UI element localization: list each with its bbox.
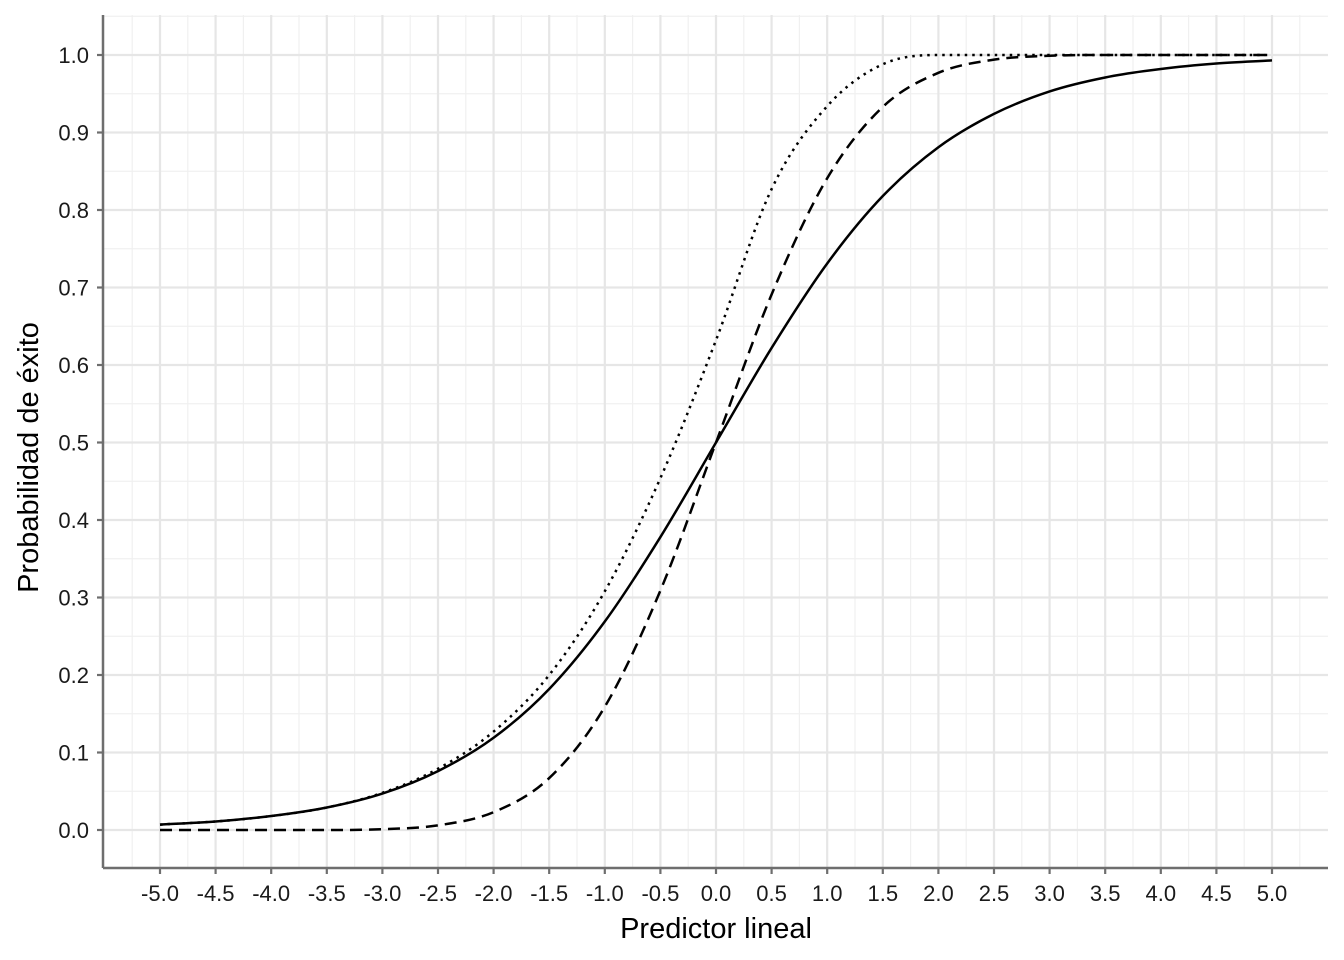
series-line-dotted xyxy=(159,53,1272,826)
y-tick-label: 0.9 xyxy=(58,121,89,146)
y-tick-label: 0.1 xyxy=(58,741,89,766)
x-tick-label: -3.5 xyxy=(308,881,346,906)
y-tick-label: 1.0 xyxy=(58,43,89,68)
x-tick-label: 0.0 xyxy=(701,881,732,906)
y-axis-ticks: 0.0 0.1 0.2 0.3 0.4 0.5 0.6 0.7 0.8 0.9 1.0 xyxy=(58,43,103,843)
y-tick-label: 0.8 xyxy=(58,198,89,223)
x-tick-label: 3.5 xyxy=(1090,881,1121,906)
major-gridlines xyxy=(103,15,1328,868)
y-tick-label: 0.7 xyxy=(58,276,89,301)
y-axis-title: Probabilidad de éxito xyxy=(13,322,45,593)
series-lines xyxy=(159,53,1273,832)
y-tick-label: 0.4 xyxy=(58,508,89,533)
x-tick-label: 2.5 xyxy=(979,881,1010,906)
x-tick-label: -4.0 xyxy=(252,881,290,906)
x-tick-label: -1.5 xyxy=(530,881,568,906)
x-tick-label: 0.5 xyxy=(756,881,787,906)
series-line-dashed xyxy=(160,53,1272,832)
y-tick-label: 0.2 xyxy=(58,663,89,688)
x-tick-label: -0.5 xyxy=(641,881,679,906)
x-tick-label: 4.0 xyxy=(1146,881,1177,906)
x-tick-label: -3.0 xyxy=(363,881,401,906)
y-tick-label: 0.6 xyxy=(58,353,89,378)
x-tick-label: 5.0 xyxy=(1257,881,1288,906)
x-axis-ticks: -5.0 -4.5 -4.0 -3.5 -3.0 -2.5 -2.0 -1.5 -1.0 -0.5… xyxy=(141,868,1287,906)
x-tick-label: 1.0 xyxy=(812,881,843,906)
x-tick-label: 2.0 xyxy=(923,881,954,906)
series-line-solid xyxy=(159,59,1273,826)
y-tick-label: 0.5 xyxy=(58,431,89,456)
x-tick-label: 3.0 xyxy=(1034,881,1065,906)
x-tick-label: -2.0 xyxy=(475,881,513,906)
x-tick-label: -1.0 xyxy=(586,881,624,906)
y-tick-label: 0.0 xyxy=(58,818,89,843)
x-axis-title: Predictor lineal xyxy=(620,913,812,945)
y-tick-label: 0.3 xyxy=(58,586,89,611)
x-tick-label: -5.0 xyxy=(141,881,179,906)
x-tick-label: 1.5 xyxy=(868,881,899,906)
x-tick-label: -4.5 xyxy=(197,881,235,906)
x-tick-label: 4.5 xyxy=(1201,881,1232,906)
x-tick-label: -2.5 xyxy=(419,881,457,906)
